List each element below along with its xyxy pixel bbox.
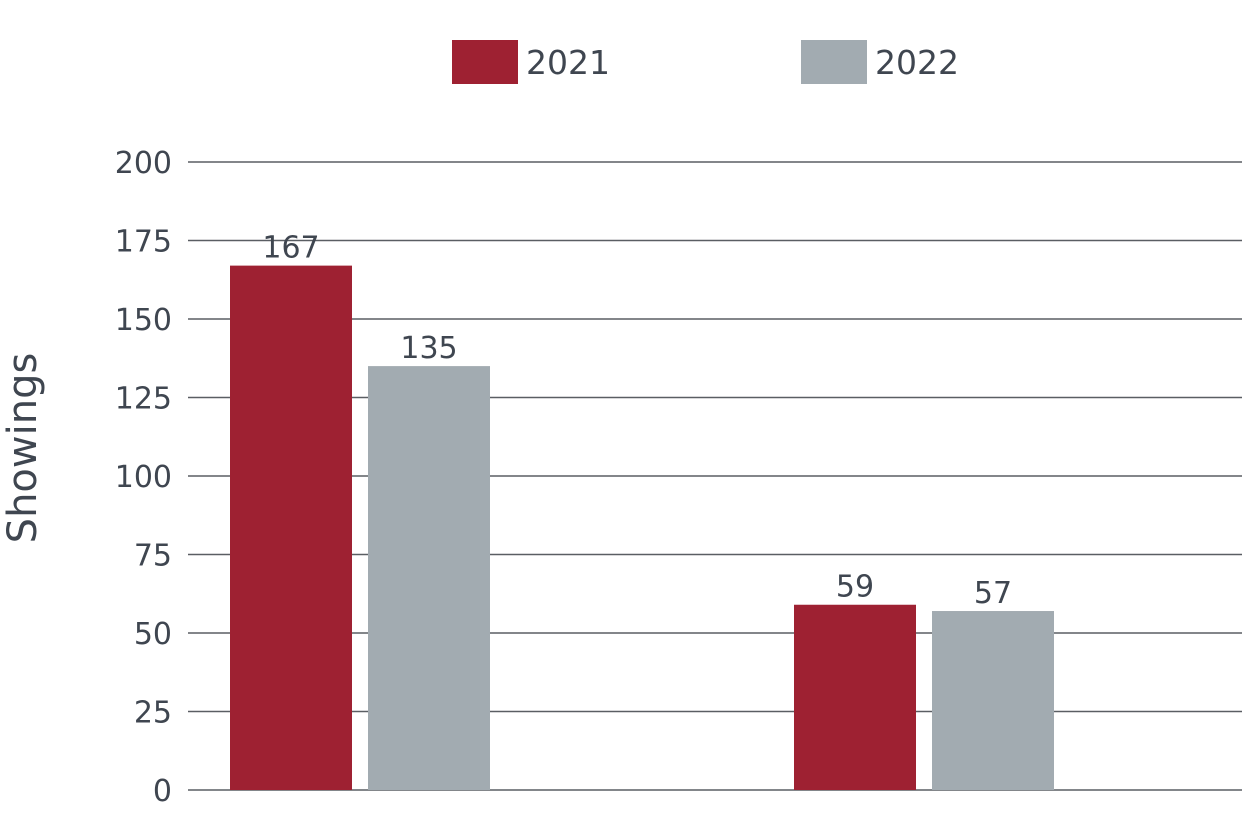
legend-label-2022: 2022 xyxy=(875,43,959,82)
y-tick-label-200: 200 xyxy=(115,146,172,181)
bars xyxy=(230,265,1054,790)
y-tick-label-0: 0 xyxy=(153,774,172,809)
y-axis-ticks: 0 25 50 75 100 125 150 175 200 xyxy=(115,146,172,809)
y-tick-label-50: 50 xyxy=(134,617,172,652)
y-axis-label: Showings xyxy=(0,353,46,544)
data-label-2021-1: 167 xyxy=(262,231,319,266)
bar-2022-1 xyxy=(368,366,490,790)
data-labels: 167 59 135 57 xyxy=(262,231,1012,611)
data-label-2022-1: 135 xyxy=(400,331,457,366)
legend-label-2021: 2021 xyxy=(526,43,610,82)
legend-swatch-2021 xyxy=(452,40,518,84)
bar-2021-1 xyxy=(230,265,352,790)
bar-2021-2 xyxy=(794,604,916,790)
y-tick-label-125: 125 xyxy=(115,382,172,417)
y-tick-label-25: 25 xyxy=(134,696,172,731)
y-tick-label-175: 175 xyxy=(115,225,172,260)
data-label-2021-2: 59 xyxy=(836,570,874,605)
legend-swatch-2022 xyxy=(801,40,867,84)
bar-2022-2 xyxy=(932,611,1054,790)
y-tick-label-150: 150 xyxy=(115,303,172,338)
gridlines xyxy=(188,161,1242,791)
y-tick-label-100: 100 xyxy=(115,460,172,495)
legend: 2021 2022 xyxy=(452,40,959,84)
y-tick-label-75: 75 xyxy=(134,539,172,574)
data-label-2022-2: 57 xyxy=(974,576,1012,611)
